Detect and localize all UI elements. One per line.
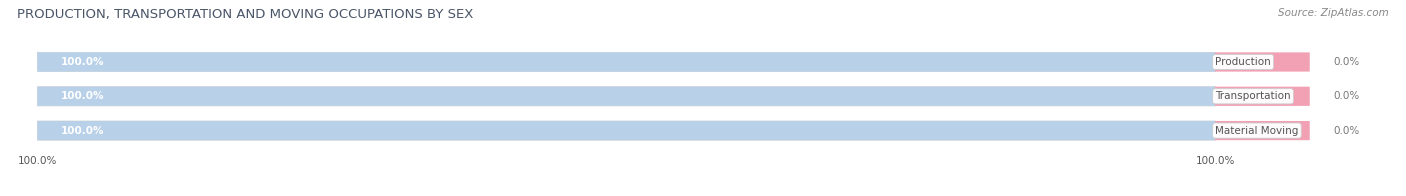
Text: PRODUCTION, TRANSPORTATION AND MOVING OCCUPATIONS BY SEX: PRODUCTION, TRANSPORTATION AND MOVING OC… — [17, 8, 474, 21]
FancyBboxPatch shape — [38, 87, 1216, 106]
Text: Transportation: Transportation — [1215, 91, 1291, 101]
FancyBboxPatch shape — [38, 121, 1216, 140]
Text: 100.0%: 100.0% — [62, 126, 104, 136]
FancyBboxPatch shape — [38, 121, 1216, 140]
Text: 100.0%: 100.0% — [62, 91, 104, 101]
Text: Production: Production — [1215, 57, 1271, 67]
FancyBboxPatch shape — [1215, 121, 1310, 140]
Text: 0.0%: 0.0% — [1333, 91, 1360, 101]
Text: 100.0%: 100.0% — [62, 57, 104, 67]
Text: 0.0%: 0.0% — [1333, 126, 1360, 136]
FancyBboxPatch shape — [38, 87, 1216, 106]
FancyBboxPatch shape — [38, 52, 1216, 72]
FancyBboxPatch shape — [1215, 87, 1310, 106]
Text: 0.0%: 0.0% — [1333, 57, 1360, 67]
Text: Material Moving: Material Moving — [1215, 126, 1299, 136]
FancyBboxPatch shape — [1215, 52, 1310, 72]
Text: Source: ZipAtlas.com: Source: ZipAtlas.com — [1278, 8, 1389, 18]
FancyBboxPatch shape — [38, 52, 1216, 72]
